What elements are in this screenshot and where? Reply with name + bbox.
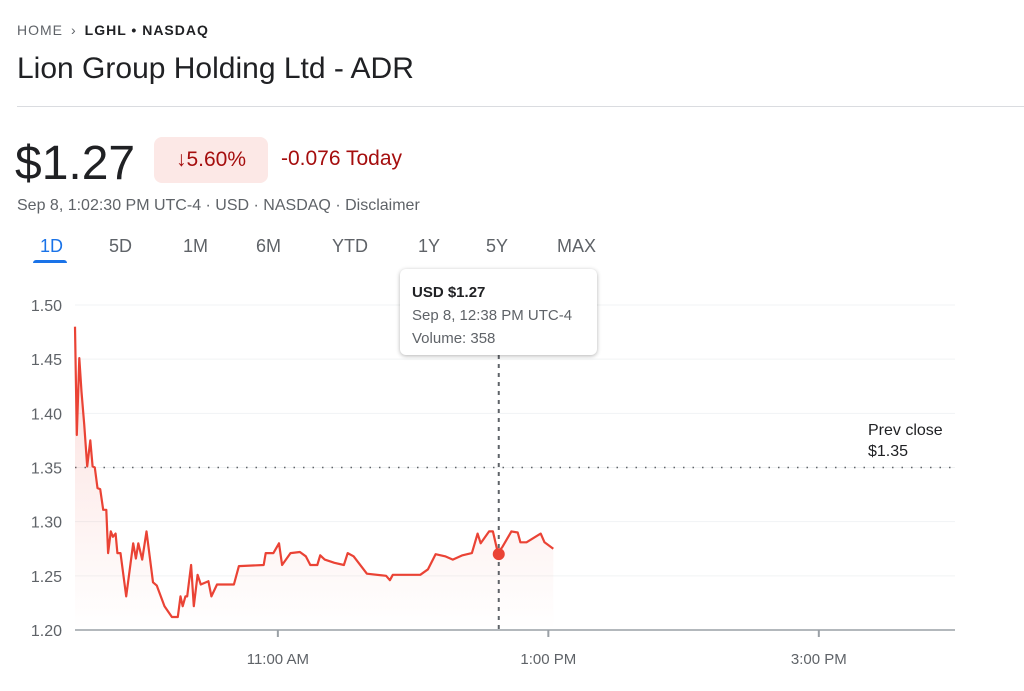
tab-1y[interactable]: 1Y: [418, 236, 441, 256]
breadcrumb: HOME › LGHL • NASDAQ: [17, 22, 209, 38]
tooltip-price: USD $1.27: [412, 284, 486, 301]
hover-point: [492, 548, 505, 561]
prev-close-value: $1.35: [868, 443, 909, 460]
divider: [17, 106, 1024, 107]
active-tab-indicator: [33, 260, 67, 263]
y-tick-label: 1.50: [31, 298, 62, 315]
breadcrumb-home[interactable]: HOME: [17, 22, 63, 38]
x-tick-label: 1:00 PM: [520, 651, 576, 668]
tooltip-volume: Volume: 358: [412, 330, 496, 347]
y-tick-label: 1.40: [31, 406, 62, 423]
page-title: Lion Group Holding Ltd - ADR: [17, 52, 414, 85]
change-percent: 5.60%: [186, 148, 247, 171]
tab-1d[interactable]: 1D: [40, 236, 64, 256]
breadcrumb-ticker: LGHL • NASDAQ: [84, 22, 209, 38]
prev-close-label: Prev close $1.35: [868, 420, 943, 462]
price-line: [73, 326, 554, 619]
y-tick-label: 1.20: [31, 623, 62, 640]
change-absolute: -0.076 Today: [281, 147, 403, 170]
tooltip-time: Sep 8, 12:38 PM UTC-4: [412, 307, 573, 324]
chart-tooltip: USD $1.27 Sep 8, 12:38 PM UTC-4 Volume: …: [400, 269, 597, 355]
current-price: $1.27: [15, 137, 136, 190]
arrow-down-icon: ↓: [175, 148, 187, 171]
price-meta: Sep 8, 1:02:30 PM UTC-4 · USD · NASDAQ ·…: [17, 197, 420, 214]
tab-5d[interactable]: 5D: [109, 236, 133, 256]
tab-6m[interactable]: 6M: [256, 236, 282, 256]
tab-ytd[interactable]: YTD: [332, 236, 368, 256]
tab-5y[interactable]: 5Y: [486, 236, 509, 256]
area-fill: [75, 326, 554, 630]
y-tick-label: 1.25: [31, 569, 62, 586]
tab-1m[interactable]: 1M: [183, 236, 209, 256]
y-tick-label: 1.35: [31, 461, 62, 478]
x-tick-label: 3:00 PM: [791, 651, 847, 668]
chevron-right-icon: ›: [71, 22, 77, 38]
tab-max[interactable]: MAX: [557, 236, 597, 256]
y-tick-label: 1.45: [31, 352, 62, 369]
x-tick-label: 11:00 AM: [247, 651, 309, 668]
change-percent-badge: ↓ 5.60%: [154, 137, 268, 183]
prev-close-title: Prev close: [868, 422, 943, 439]
y-tick-label: 1.30: [31, 515, 62, 532]
